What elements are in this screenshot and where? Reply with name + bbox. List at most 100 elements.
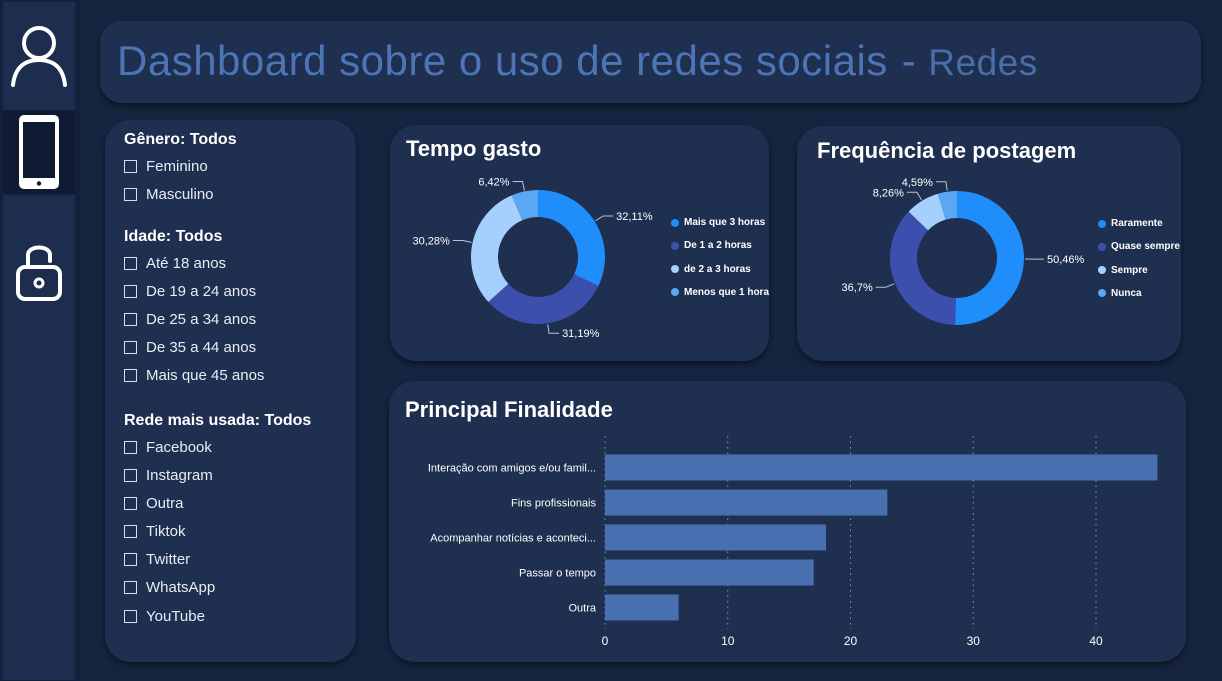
option-label: Outra (146, 495, 184, 512)
filter-heading-idade: Idade: Todos (124, 228, 223, 245)
y-category-label: Fins profissionais (511, 498, 596, 510)
legend-dot (1098, 266, 1106, 275)
legend-dot (1098, 219, 1106, 228)
chart-title: Principal Finalidade (405, 397, 613, 422)
legend-item[interactable]: De 1 a 2 horas (671, 240, 752, 251)
filter-option-outra[interactable]: Outra (124, 495, 184, 512)
filter-option-whatsapp[interactable]: WhatsApp (124, 579, 215, 596)
left-navigation (0, 0, 80, 681)
checkbox[interactable] (124, 553, 137, 566)
option-label: Facebook (146, 439, 212, 456)
option-label: Masculino (146, 186, 214, 203)
checkbox[interactable] (124, 525, 137, 538)
bar[interactable] (605, 454, 1158, 481)
filter-option-masculino[interactable]: Masculino (124, 186, 214, 203)
checkbox[interactable] (124, 441, 137, 454)
option-label: Mais que 45 anos (146, 367, 265, 384)
legend-item[interactable]: Sempre (1098, 265, 1148, 276)
filter-option-19-24[interactable]: De 19 a 24 anos (124, 283, 256, 300)
legend-label: Quase sempre (1111, 241, 1180, 253)
page-subtitle: Redes (928, 42, 1038, 83)
legend-item[interactable]: Quase sempre (1098, 241, 1180, 252)
option-label: Twitter (146, 551, 191, 568)
nav-user-button[interactable] (3, 2, 75, 110)
bar[interactable] (605, 559, 814, 586)
legend-item[interactable]: de 2 a 3 horas (671, 264, 751, 275)
tempo-gasto-card: Tempo gasto 32,11% 31,19% 30,28% 6,42% Mais… (390, 125, 769, 361)
option-label: Instagram (146, 467, 213, 484)
filter-option-35-44[interactable]: De 35 a 44 anos (124, 339, 256, 356)
leader-line (512, 181, 525, 191)
tempo-gasto-donut-chart: 32,11% 31,19% 30,28% 6,42% (412, 177, 653, 341)
checkbox[interactable] (124, 285, 137, 298)
page-title: Dashboard sobre o uso de redes sociais - R… (117, 37, 1038, 85)
checkbox[interactable] (124, 313, 137, 326)
nav-lock-button[interactable] (3, 195, 75, 680)
checkbox[interactable] (124, 497, 137, 510)
legend-dot (1098, 289, 1106, 298)
legend-dot (1098, 242, 1106, 251)
data-label: 8,26% (873, 187, 904, 199)
principal-finalidade-bar-chart: 0 10 20 30 40 Interação com amigos e/ou famil… (428, 436, 1158, 648)
legend-item[interactable]: Raramente (1098, 218, 1163, 229)
header-card: Dashboard sobre o uso de redes sociais - R… (100, 21, 1201, 103)
legend-item[interactable]: Mais que 3 horas (671, 217, 765, 228)
legend-label: Sempre (1111, 264, 1148, 276)
donut-slice-4[interactable] (937, 191, 957, 220)
y-category-label: Interação com amigos e/ou famil... (428, 463, 596, 475)
legend-item[interactable]: Nunca (1098, 288, 1142, 299)
donut-slice-1[interactable] (955, 191, 1025, 325)
title-separator: - (901, 37, 917, 84)
checkbox[interactable] (124, 257, 137, 270)
checkbox[interactable] (124, 469, 137, 482)
data-label: 36,7% (842, 282, 873, 294)
leader-line (595, 215, 614, 222)
bar[interactable] (605, 524, 826, 551)
donut-slice-4[interactable] (511, 190, 538, 221)
leader-line (452, 239, 472, 243)
legend-item[interactable]: Menos que 1 hora (671, 287, 769, 298)
option-label: De 19 a 24 anos (146, 283, 257, 300)
donut-slice-2[interactable] (890, 211, 956, 325)
filter-option-youtube[interactable]: YouTube (124, 608, 205, 625)
checkbox[interactable] (124, 160, 137, 173)
x-tick-label: 0 (602, 634, 609, 648)
option-label: WhatsApp (146, 579, 216, 596)
filter-option-facebook[interactable]: Facebook (124, 439, 212, 456)
checkbox[interactable] (124, 369, 137, 382)
checkbox[interactable] (124, 610, 137, 623)
checkbox[interactable] (124, 188, 137, 201)
legend-dot (671, 288, 679, 297)
filter-option-mais-45[interactable]: Mais que 45 anos (124, 367, 264, 384)
principal-finalidade-card: Principal Finalidade 0 10 20 30 40 Interação … (389, 381, 1186, 662)
donut-slice-3[interactable] (471, 195, 523, 302)
data-label: 4,59% (902, 177, 933, 189)
filter-option-twitter[interactable]: Twitter (124, 551, 190, 568)
filter-option-instagram[interactable]: Instagram (124, 467, 213, 484)
option-label: De 25 a 34 anos (146, 311, 257, 328)
data-label: 32,11% (616, 211, 653, 223)
donut-slice-2[interactable] (488, 274, 599, 324)
legend-label: Mais que 3 horas (684, 217, 766, 228)
legend-dot (671, 265, 679, 274)
bar[interactable] (605, 594, 679, 621)
filter-option-25-34[interactable]: De 25 a 34 anos (124, 311, 256, 328)
filter-option-ate-18[interactable]: Até 18 anos (124, 255, 226, 272)
checkbox[interactable] (124, 341, 137, 354)
donut-slice-1[interactable] (538, 190, 605, 286)
y-category-label: Outra (568, 603, 596, 615)
legend-label: Nunca (1111, 287, 1142, 299)
x-tick-label: 30 (967, 634, 981, 648)
y-category-label: Passar o tempo (519, 568, 596, 580)
donut-slice-3[interactable] (908, 193, 946, 231)
filter-option-feminino[interactable]: Feminino (124, 158, 208, 175)
legend-label: Raramente (1111, 218, 1163, 229)
leader-line (906, 191, 923, 201)
checkbox[interactable] (124, 581, 137, 594)
legend-dot (671, 218, 679, 227)
nav-phone-button[interactable] (3, 111, 75, 193)
bar[interactable] (605, 489, 888, 516)
filter-option-tiktok[interactable]: Tiktok (124, 523, 185, 540)
leader-line (935, 181, 948, 191)
phone-icon (19, 115, 59, 189)
